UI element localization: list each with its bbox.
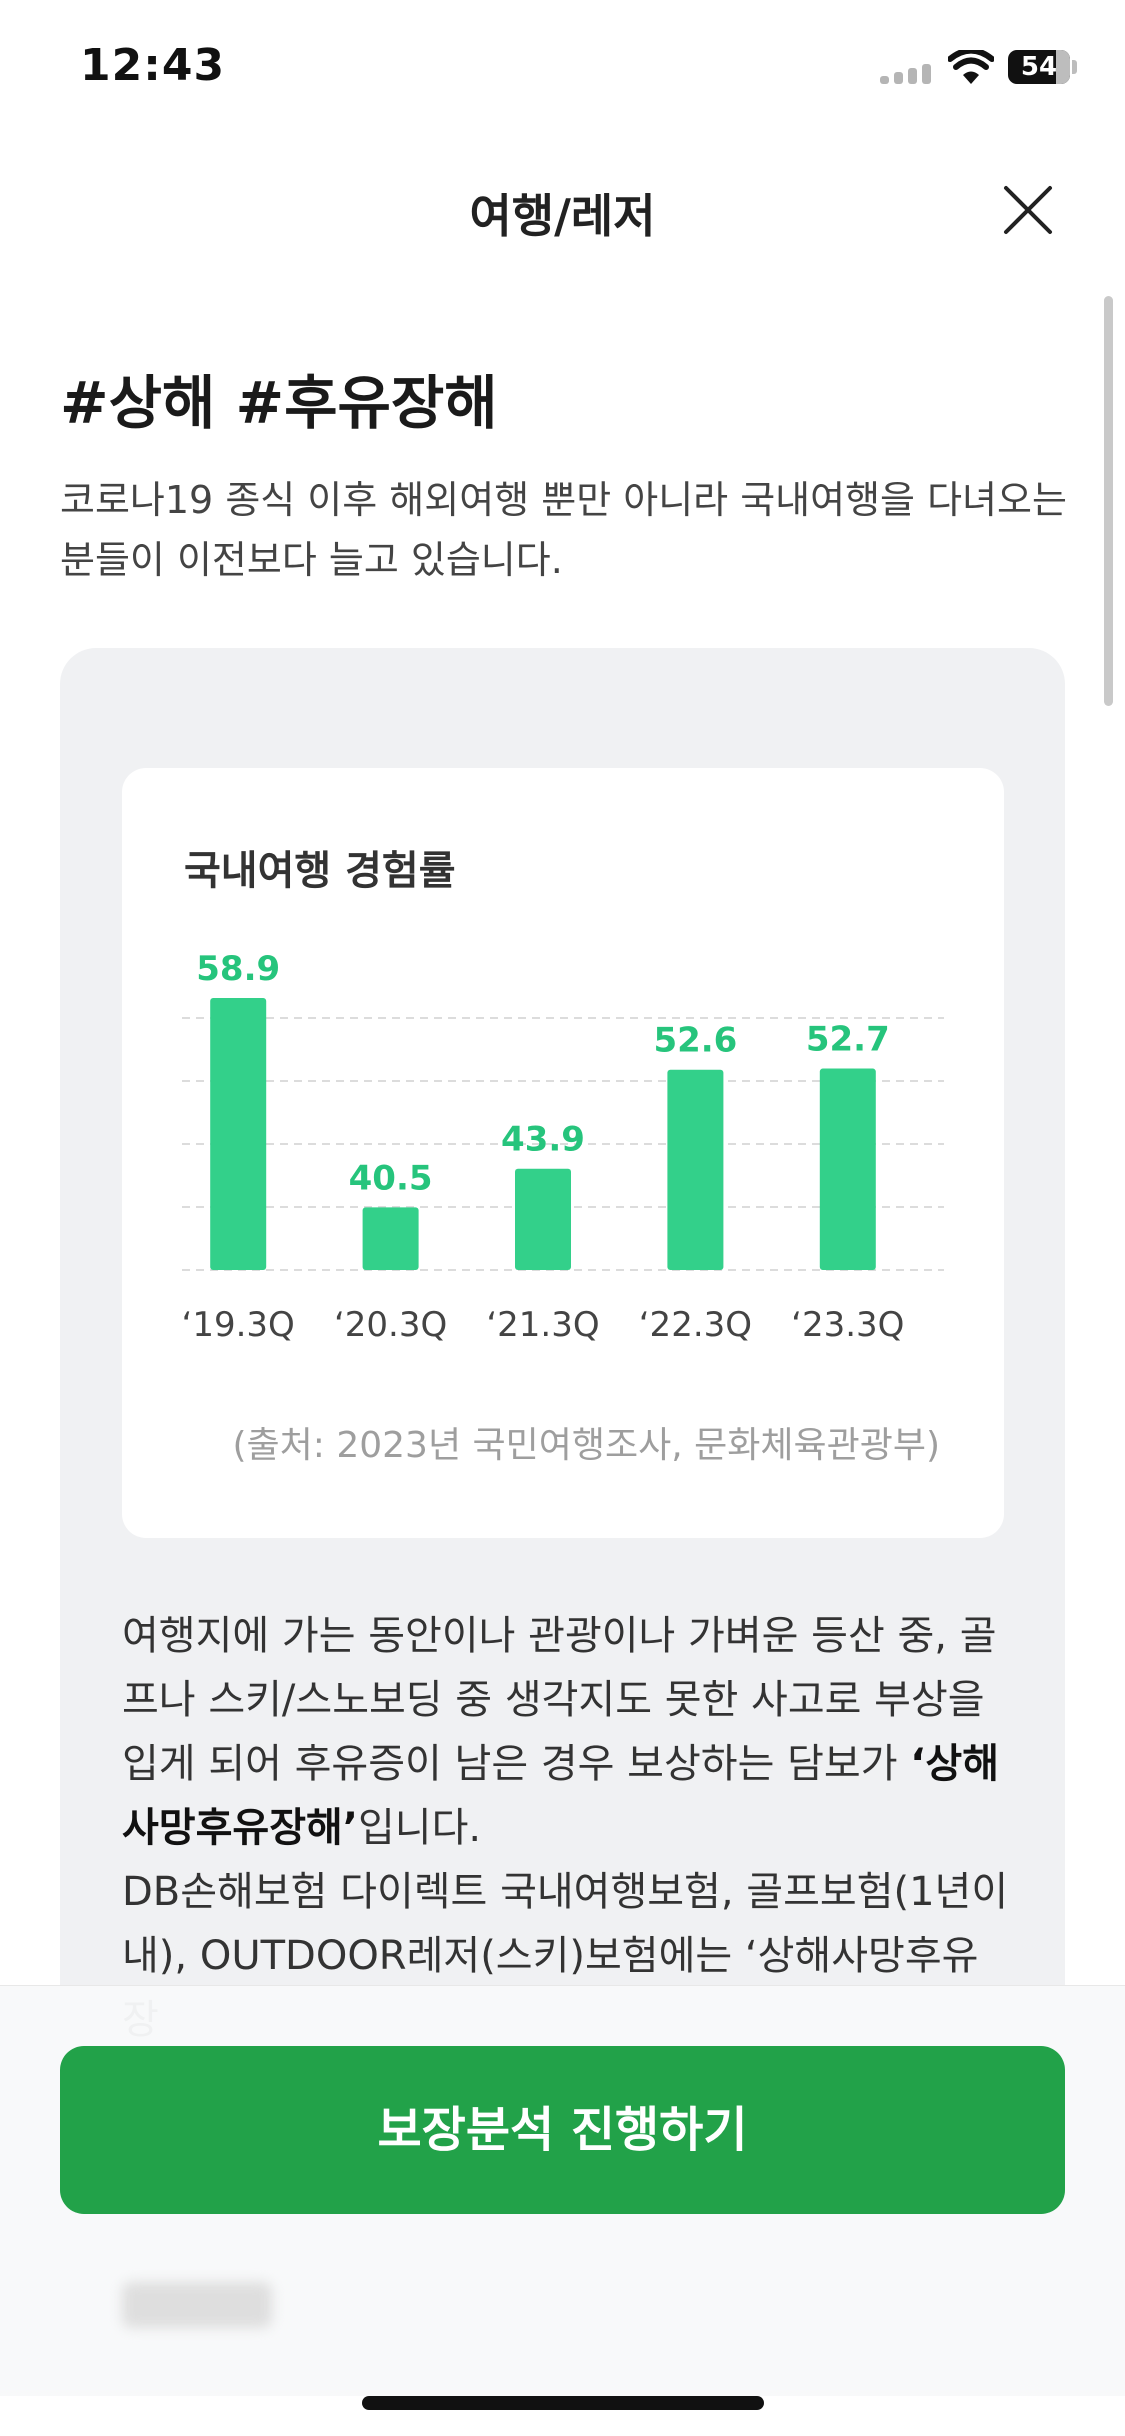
page-header: 여행/레저 [0,160,1125,260]
status-time: 12:43 [80,40,226,91]
chart-bar [667,1069,724,1270]
status-bar: 12:43 54 [0,0,1125,140]
coverage-analysis-button[interactable]: 보장분석 진행하기 [60,2046,1065,2214]
wifi-icon [948,50,994,84]
chart-category-label: ‘21.3Q [486,1305,599,1345]
page-title: 여행/레저 [469,189,656,243]
body-1-emphasis: ‘상해사망후유장해’ [122,1741,1000,1851]
chart-category-label: ‘22.3Q [639,1305,752,1345]
cellular-signal-icon [880,62,932,84]
bar-chart: 58.9 ‘19.3Q 40.5 ‘20.3Q 43.9 ‘21.3Q 52.6 ‘22.3Q… [182,949,944,1345]
battery-level: 54 [1020,52,1058,82]
chart-value-label: 43.9 [501,1120,585,1160]
body-1-suffix: 입니다. [358,1805,482,1851]
chart-source: (출처: 2023년 국민여행조사, 문화체육관광부) [232,1425,940,1466]
chart-bar [819,1068,876,1270]
chart-value-label: 40.5 [349,1158,433,1198]
battery-cap [1072,60,1077,74]
chart-value-label: 52.7 [806,1020,890,1060]
chart-title: 국내여행 경험률 [184,848,456,894]
home-indicator[interactable] [362,2396,764,2410]
chart-card: 58.9 ‘19.3Q 40.5 ‘20.3Q 43.9 ‘21.3Q 52.6 ‘22.3Q… [122,768,1004,1538]
chart-bar [210,998,267,1270]
chart-category-label: ‘20.3Q [334,1305,447,1345]
body-paragraph-1: 여행지에 가는 동안이나 관광이나 가벼운 등산 중, 골프나 스키/스노보딩 … [122,1604,1012,1860]
battery-icon: 54 [1008,50,1070,84]
section-heading: #상해 #후유장해 [60,369,498,437]
chart-value-label: 58.9 [196,949,280,989]
close-icon[interactable] [1000,182,1056,238]
chart-value-label: 52.6 [653,1021,737,1061]
chart-bar [362,1207,419,1270]
chart-bar [515,1168,571,1270]
blurred-content [122,2282,272,2328]
scroll-indicator[interactable] [1104,296,1113,706]
intro-text: 코로나19 종식 이후 해외여행 뿐만 아니라 국내여행을 다녀오는 분들이 이… [60,478,1067,582]
chart-category-label: ‘19.3Q [182,1305,295,1345]
chart-category-label: ‘23.3Q [791,1305,904,1345]
body-1-prefix: 여행지에 가는 동안이나 관광이나 가벼운 등산 중, 골프나 스키/스노보딩 … [122,1613,997,1787]
